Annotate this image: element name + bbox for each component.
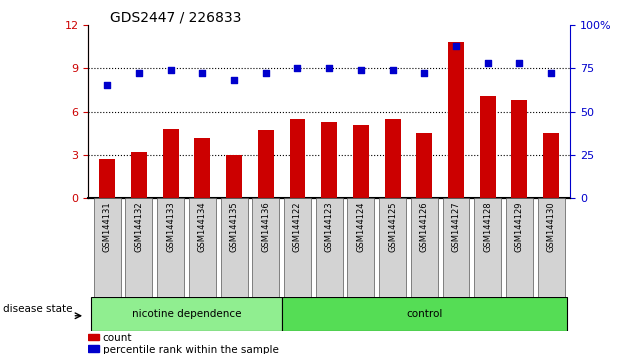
Bar <box>88 346 99 352</box>
Point <box>134 70 144 76</box>
Bar <box>163 129 178 198</box>
Text: GSM144134: GSM144134 <box>198 201 207 252</box>
Bar <box>416 133 432 198</box>
Point <box>387 67 398 73</box>
Text: count: count <box>103 333 132 343</box>
Text: GSM144126: GSM144126 <box>420 201 429 252</box>
Text: GSM144136: GSM144136 <box>261 201 270 252</box>
Point <box>102 82 112 88</box>
Bar <box>195 137 210 198</box>
Text: GDS2447 / 226833: GDS2447 / 226833 <box>110 11 242 25</box>
Text: GSM144123: GSM144123 <box>324 201 334 252</box>
FancyBboxPatch shape <box>189 198 216 297</box>
Text: GSM144135: GSM144135 <box>229 201 239 252</box>
FancyBboxPatch shape <box>537 198 564 297</box>
Text: GSM144131: GSM144131 <box>103 201 112 252</box>
Bar <box>448 42 464 198</box>
Bar <box>321 122 337 198</box>
Text: GSM144124: GSM144124 <box>357 201 365 252</box>
Text: GSM144130: GSM144130 <box>547 201 556 252</box>
Point <box>292 65 302 71</box>
Point <box>166 67 176 73</box>
Bar <box>88 334 99 340</box>
Bar <box>543 133 559 198</box>
Text: disease state: disease state <box>3 304 72 314</box>
Point <box>229 78 239 83</box>
Bar <box>100 159 115 198</box>
Point <box>324 65 334 71</box>
Text: control: control <box>406 309 442 319</box>
Point <box>451 43 461 48</box>
Bar <box>290 119 306 198</box>
Point <box>546 70 556 76</box>
FancyBboxPatch shape <box>284 198 311 297</box>
Point <box>261 70 271 76</box>
Text: GSM144127: GSM144127 <box>452 201 461 252</box>
Text: GSM144128: GSM144128 <box>483 201 492 252</box>
FancyBboxPatch shape <box>252 198 279 297</box>
Text: GSM144132: GSM144132 <box>134 201 144 252</box>
FancyBboxPatch shape <box>347 198 374 297</box>
Bar <box>385 119 401 198</box>
FancyBboxPatch shape <box>411 198 438 297</box>
FancyBboxPatch shape <box>442 198 469 297</box>
Text: GSM144129: GSM144129 <box>515 201 524 252</box>
FancyBboxPatch shape <box>91 297 282 331</box>
Bar <box>226 155 242 198</box>
Bar <box>131 152 147 198</box>
FancyBboxPatch shape <box>157 198 184 297</box>
Bar <box>512 100 527 198</box>
Point <box>419 70 429 76</box>
Text: GSM144122: GSM144122 <box>293 201 302 252</box>
Point <box>483 60 493 66</box>
Point <box>356 67 366 73</box>
FancyBboxPatch shape <box>125 198 152 297</box>
Bar <box>480 96 496 198</box>
FancyBboxPatch shape <box>474 198 501 297</box>
Point <box>514 60 524 66</box>
FancyBboxPatch shape <box>94 198 121 297</box>
Text: nicotine dependence: nicotine dependence <box>132 309 241 319</box>
Point <box>197 70 207 76</box>
Bar <box>258 130 273 198</box>
FancyBboxPatch shape <box>506 198 533 297</box>
Text: GSM144133: GSM144133 <box>166 201 175 252</box>
FancyBboxPatch shape <box>282 297 567 331</box>
Bar <box>353 125 369 198</box>
FancyBboxPatch shape <box>316 198 343 297</box>
Text: GSM144125: GSM144125 <box>388 201 397 252</box>
FancyBboxPatch shape <box>220 198 248 297</box>
FancyBboxPatch shape <box>379 198 406 297</box>
Text: percentile rank within the sample: percentile rank within the sample <box>103 345 278 354</box>
